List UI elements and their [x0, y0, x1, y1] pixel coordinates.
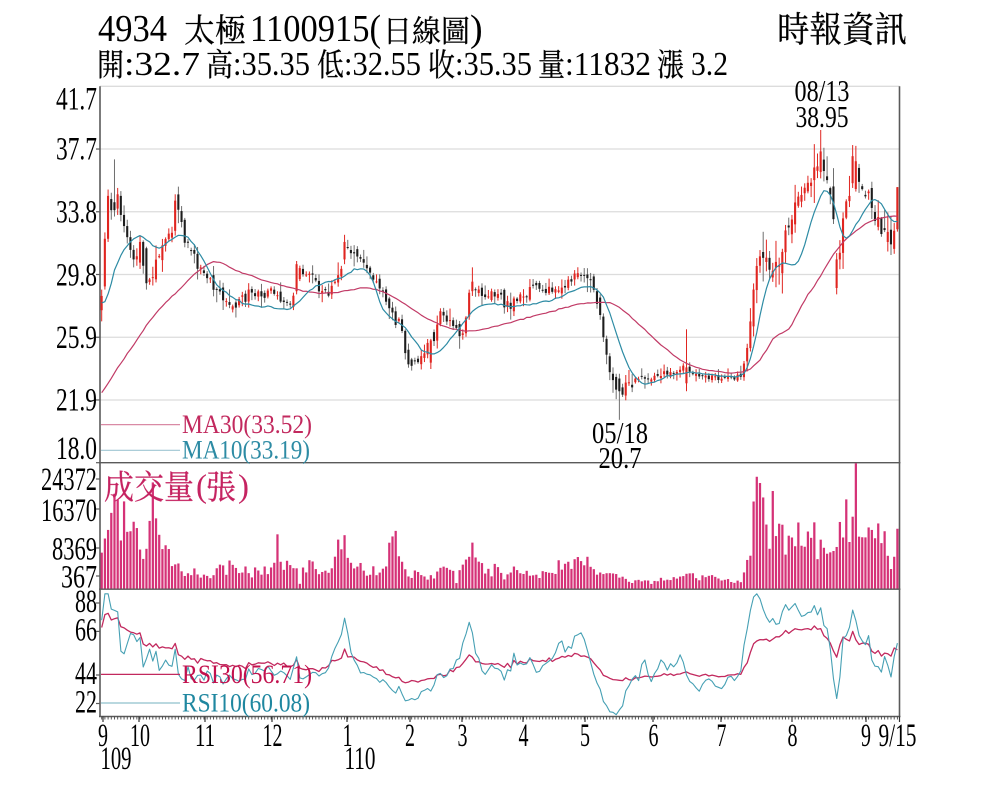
- svg-text::35.35: :35.35: [455, 46, 532, 83]
- svg-text:12: 12: [263, 718, 283, 754]
- svg-text::11832: :11832: [565, 46, 651, 83]
- svg-text::35.35: :35.35: [233, 46, 310, 83]
- svg-text:4: 4: [519, 718, 529, 754]
- svg-text:9/15: 9/15: [879, 718, 917, 754]
- svg-text::32.7: :32.7: [124, 46, 200, 83]
- svg-text:33.8: 33.8: [56, 195, 97, 231]
- svg-text:41.7: 41.7: [56, 82, 97, 118]
- svg-text:RSI30(56.71): RSI30(56.71): [182, 660, 312, 689]
- svg-text:16370: 16370: [41, 493, 97, 529]
- svg-text:44: 44: [75, 656, 97, 692]
- svg-text:6: 6: [649, 718, 659, 754]
- svg-text:20.7: 20.7: [599, 440, 642, 475]
- svg-text:4934: 4934: [98, 8, 167, 50]
- svg-text:367: 367: [61, 560, 97, 596]
- svg-text:08/13: 08/13: [795, 73, 850, 108]
- svg-text:3: 3: [458, 718, 468, 754]
- svg-text:2: 2: [405, 718, 415, 754]
- svg-text:5: 5: [580, 718, 590, 754]
- svg-text:10: 10: [130, 718, 150, 754]
- svg-text:): ): [238, 469, 249, 505]
- svg-text:109: 109: [101, 741, 132, 777]
- svg-text:8369: 8369: [52, 532, 97, 568]
- svg-text:): ): [470, 8, 483, 50]
- svg-text:37.7: 37.7: [56, 132, 97, 168]
- svg-text:9: 9: [98, 718, 108, 754]
- svg-text:1: 1: [343, 718, 353, 754]
- svg-text:7: 7: [717, 718, 727, 754]
- svg-text:24372: 24372: [41, 462, 97, 498]
- svg-text:MA10(33.19): MA10(33.19): [182, 436, 310, 465]
- svg-text:(: (: [196, 469, 207, 505]
- svg-text:29.8: 29.8: [56, 258, 97, 294]
- svg-text:05/18: 05/18: [592, 415, 648, 450]
- svg-text:3.2: 3.2: [691, 46, 728, 83]
- svg-text:21.9: 21.9: [56, 383, 97, 419]
- svg-text:9: 9: [861, 718, 871, 754]
- svg-text:8: 8: [788, 718, 798, 754]
- svg-text:18.0: 18.0: [56, 431, 97, 467]
- svg-text:22: 22: [75, 685, 97, 721]
- svg-text:110: 110: [345, 741, 376, 777]
- svg-text:RSI10(60.08): RSI10(60.08): [182, 689, 310, 718]
- svg-text:66: 66: [75, 612, 97, 648]
- svg-text:25.9: 25.9: [56, 320, 97, 356]
- svg-text:38.95: 38.95: [796, 99, 849, 134]
- svg-text::32.55: :32.55: [344, 46, 421, 83]
- svg-text:1100915(: 1100915(: [250, 8, 381, 50]
- svg-text:88: 88: [75, 584, 97, 620]
- svg-text:MA30(33.52): MA30(33.52): [182, 410, 312, 439]
- svg-text:11: 11: [195, 718, 215, 754]
